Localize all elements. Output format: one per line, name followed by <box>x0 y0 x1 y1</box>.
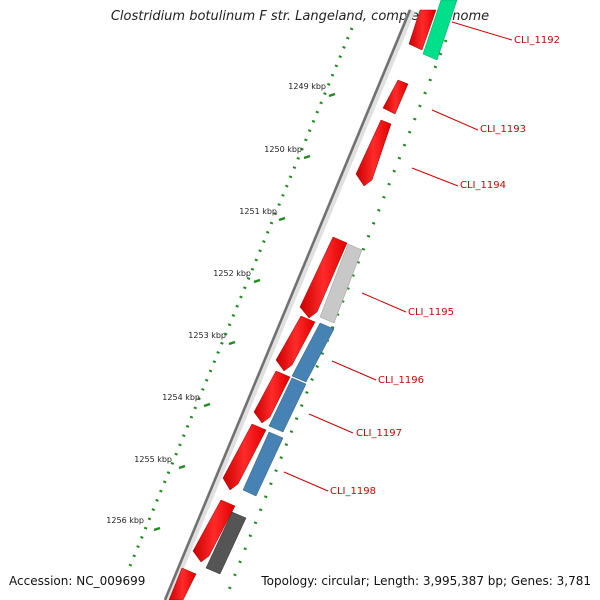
forward-genes <box>168 9 437 600</box>
gene-cli-1194-arrow[interactable] <box>355 119 392 187</box>
gene-blue-arrow-3[interactable] <box>242 431 284 497</box>
gene-cli-1197-arrow[interactable] <box>253 370 291 424</box>
ruler-label-1249: 1249 kbp <box>288 82 326 91</box>
gene-label-cli-1194[interactable]: CLI_1194 <box>460 180 506 191</box>
gene-cli-1195-arrow[interactable] <box>299 236 348 319</box>
callout-line <box>411 167 459 187</box>
genome-backbone <box>163 8 416 600</box>
ruler-label-1256: 1256 kbp <box>106 516 144 525</box>
ruler-tick <box>328 92 336 98</box>
callout-line <box>308 413 354 434</box>
callout-line <box>331 360 377 381</box>
gene-blue-arrow-2[interactable] <box>268 377 307 433</box>
gene-dark-grey-arrow[interactable] <box>205 511 247 575</box>
gene-label-cli-1196[interactable]: CLI_1196 <box>378 375 424 386</box>
ruler-label-1255: 1255 kbp <box>134 455 172 464</box>
callout-line <box>361 292 407 313</box>
callout-line <box>283 471 329 492</box>
callout-line <box>431 109 479 131</box>
ruler-tick <box>178 464 186 470</box>
gene-red-arrow-lower[interactable] <box>192 499 236 563</box>
ruler-tick <box>203 402 211 408</box>
ruler-label-1252: 1252 kbp <box>213 269 251 278</box>
ruler-label-1253: 1253 kbp <box>188 331 226 340</box>
gene-cli-1198-arrow[interactable] <box>222 423 267 491</box>
map-title: Clostridium botulinum F str. Langeland, … <box>110 9 490 24</box>
ruler-label-1251: 1251 kbp <box>239 207 277 216</box>
gene-cli-1196-arrow[interactable] <box>275 315 316 372</box>
ruler-tick <box>153 526 161 532</box>
genome-backbone-line <box>163 9 412 600</box>
inner-gc-track <box>223 39 448 600</box>
ruler-label-1254: 1254 kbp <box>162 393 200 402</box>
gene-red-arrow-bottom[interactable] <box>168 567 197 600</box>
callout-line <box>451 21 513 41</box>
gene-label-cli-1198[interactable]: CLI_1198 <box>330 486 376 497</box>
ruler-tick <box>253 278 261 284</box>
gene-grey-arrow[interactable] <box>319 243 363 324</box>
gene-callouts <box>283 21 513 492</box>
gene-cli-1192-arrow[interactable] <box>408 9 437 51</box>
genome-summary-text: Topology: circular; Length: 3,995,387 bp… <box>261 574 591 588</box>
ruler-tick <box>228 340 236 346</box>
ruler-tick <box>303 154 311 160</box>
outer-gc-track <box>128 27 354 567</box>
ruler-ticks <box>153 92 336 532</box>
accession-text: Accession: NC_009699 <box>9 574 146 588</box>
gene-label-cli-1195[interactable]: CLI_1195 <box>408 307 454 318</box>
gene-label-cli-1192[interactable]: CLI_1192 <box>514 35 560 46</box>
gene-green-arrow[interactable] <box>422 0 458 61</box>
ruler-label-1250: 1250 kbp <box>264 145 302 154</box>
gene-cli-1193-arrow[interactable] <box>382 79 409 115</box>
ruler-tick <box>278 216 286 222</box>
gene-label-cli-1197[interactable]: CLI_1197 <box>356 428 402 439</box>
gene-blue-arrow-1[interactable] <box>291 322 335 383</box>
gene-label-cli-1193[interactable]: CLI_1193 <box>480 124 526 135</box>
